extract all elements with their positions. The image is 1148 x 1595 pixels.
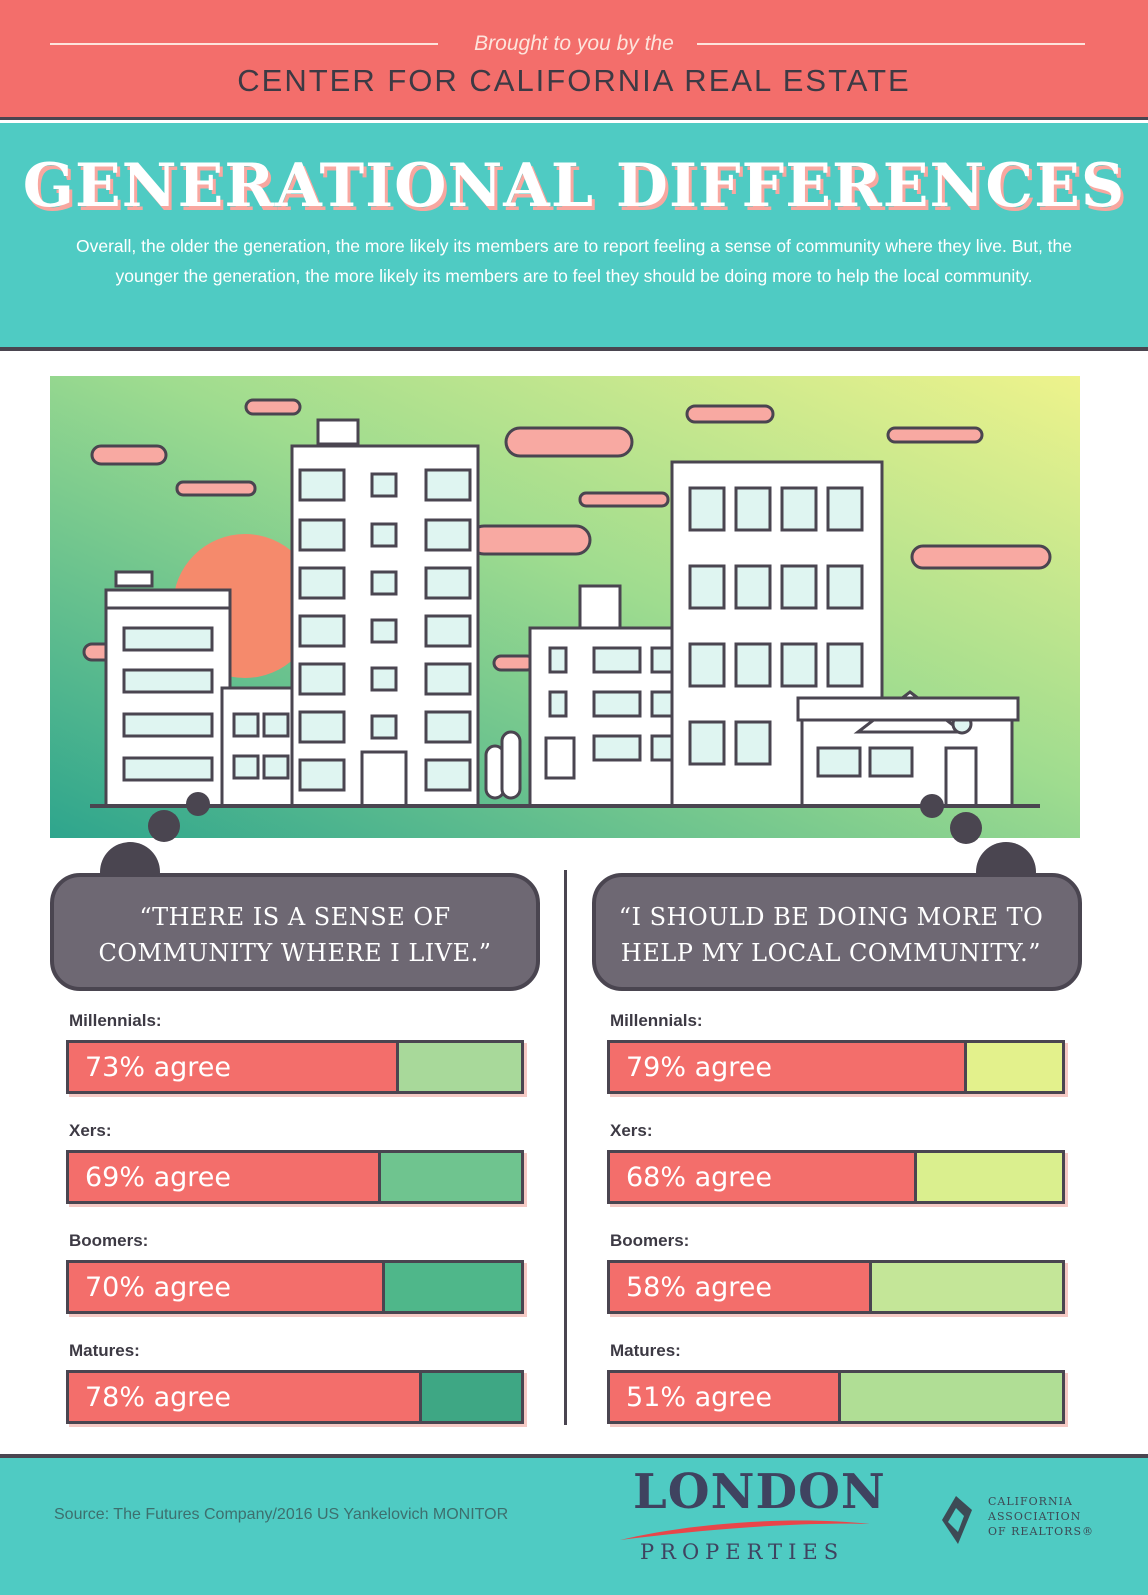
bar-agree-fill [610, 1043, 968, 1091]
generation-label: Boomers: [610, 1231, 690, 1250]
bar-value-label: 78% agree [85, 1382, 232, 1413]
bar-agree-fill [610, 1153, 918, 1201]
generation-label: Millennials: [610, 1011, 703, 1030]
quote-bubble-community: “THERE IS A SENSE OF COMMUNITY WHERE I L… [50, 873, 540, 991]
assoc-line-3: OF REALTORS® [988, 1525, 1094, 1538]
agreement-bar: 51% agree [607, 1370, 1065, 1424]
banner-rule-left [50, 43, 438, 45]
assoc-line-2: ASSOCIATION [988, 1510, 1082, 1523]
bar-value-label: 58% agree [626, 1272, 773, 1303]
quote-bubble-help: “I SHOULD BE DOING MORE TO HELP MY LOCAL… [592, 873, 1082, 991]
agreement-bar: 79% agree [607, 1040, 1065, 1094]
top-banner: Brought to you by the CENTER FOR CALIFOR… [0, 0, 1148, 120]
generation-label: Xers: [69, 1121, 112, 1140]
agreement-bar: 73% agree [66, 1040, 524, 1094]
london-logo-text: LONDON [633, 1464, 886, 1520]
title-band: GENERATIONAL DIFFERENCES Overall, the ol… [0, 123, 1148, 351]
bar-value-label: 69% agree [85, 1162, 232, 1193]
bar-agree-fill [610, 1373, 841, 1421]
quote-help-text: “I SHOULD BE DOING MORE TO HELP MY LOCAL… [618, 903, 1044, 967]
bar-value-label: 73% agree [85, 1052, 232, 1083]
generation-label: Xers: [610, 1121, 653, 1140]
assoc-line-1: CALIFORNIA [988, 1495, 1073, 1508]
agreement-bar: 78% agree [66, 1370, 524, 1424]
column-divider [564, 870, 567, 1425]
bar-agree-fill [69, 1373, 422, 1421]
properties-logo-text: PROPERTIES [640, 1540, 845, 1564]
bar-agree-fill [69, 1263, 386, 1311]
bar-value-label: 70% agree [85, 1272, 232, 1303]
realtors-association-logo-icon [942, 1496, 972, 1544]
realtors-association-name: CALIFORNIA ASSOCIATION OF REALTORS® [988, 1494, 1094, 1539]
banner-rule-right [697, 43, 1085, 45]
intro-paragraph: Overall, the older the generation, the m… [75, 236, 1073, 286]
agreement-bar: 69% agree [66, 1150, 524, 1204]
bar-agree-fill [69, 1043, 399, 1091]
city-skyline-illustration [50, 376, 1080, 844]
agreement-bar: 68% agree [607, 1150, 1065, 1204]
generation-label: Matures: [69, 1341, 140, 1360]
generation-label: Matures: [610, 1341, 681, 1360]
bar-agree-fill [69, 1153, 381, 1201]
quote-community-text: “THERE IS A SENSE OF COMMUNITY WHERE I L… [98, 903, 492, 967]
bar-value-label: 68% agree [626, 1162, 773, 1193]
agreement-bar: 58% agree [607, 1260, 1065, 1314]
agreement-bar: 70% agree [66, 1260, 524, 1314]
bar-agree-fill [610, 1263, 873, 1311]
source-citation: Source: The Futures Company/2016 US Yank… [54, 1506, 509, 1523]
logo-swoosh-icon [620, 1520, 870, 1540]
generation-label: Boomers: [69, 1231, 149, 1250]
bar-value-label: 51% agree [626, 1382, 773, 1413]
footer: Source: The Futures Company/2016 US Yank… [0, 1454, 1148, 1595]
page-title: GENERATIONAL DIFFERENCES [22, 151, 1126, 221]
organization-name: CENTER FOR CALIFORNIA REAL ESTATE [237, 63, 911, 98]
bar-value-label: 79% agree [626, 1052, 773, 1083]
brought-by-text: Brought to you by the [474, 32, 674, 55]
generation-label: Millennials: [69, 1011, 162, 1030]
